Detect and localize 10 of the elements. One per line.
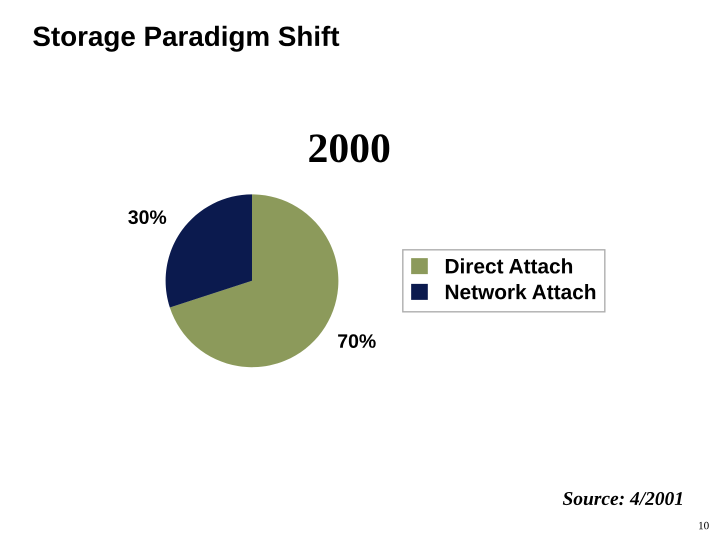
pie-slice [170,194,338,368]
text: 10 [699,522,709,530]
source-note: Source: 4/2001 [562,492,682,506]
legend-label: Direct Attach [446,258,572,274]
data-label: 70% [338,334,376,348]
pie-slice [166,194,252,308]
data-label: 30% [128,210,166,224]
chart-title: Storage Paradigm Shift [33,26,340,52]
legend-label: Network Attach [446,284,596,300]
chart-subtitle: 2000 [309,134,390,162]
